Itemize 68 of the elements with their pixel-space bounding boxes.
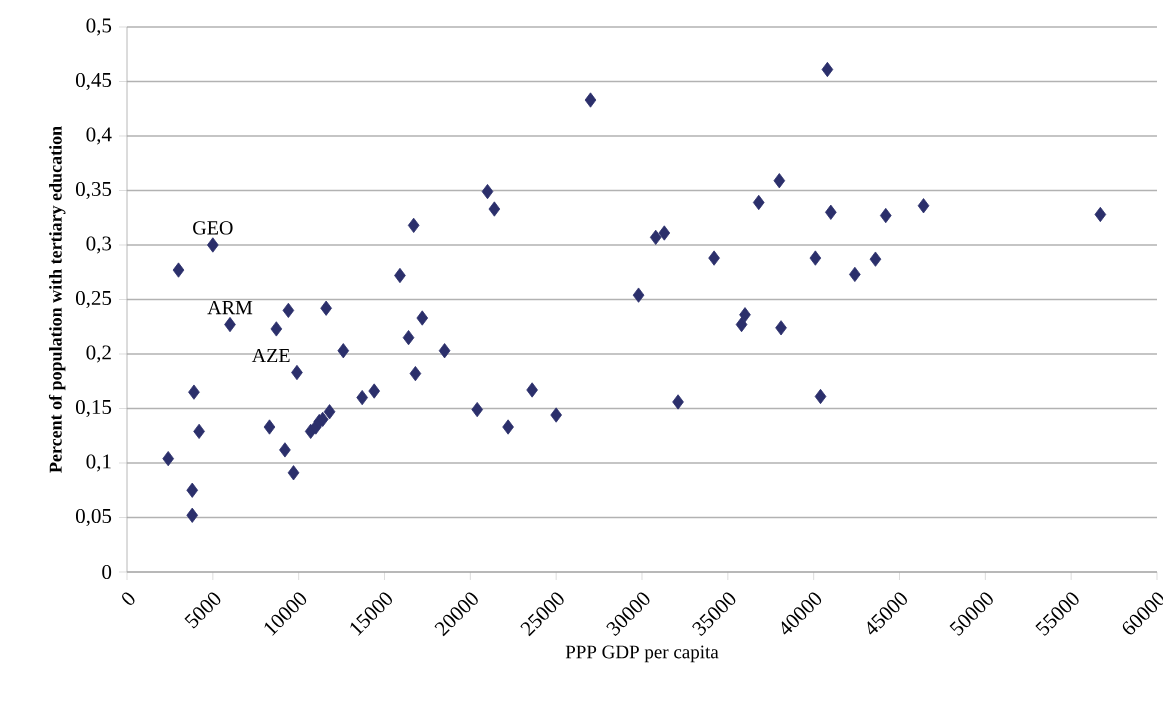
point <box>775 320 787 336</box>
point <box>809 250 822 266</box>
point <box>407 217 420 233</box>
point <box>207 237 219 253</box>
y-axis-title: Percent of population with tertiary education <box>48 126 66 473</box>
point <box>224 316 236 333</box>
point <box>368 383 380 399</box>
point <box>320 300 332 316</box>
point <box>323 404 336 420</box>
point <box>869 251 882 267</box>
point <box>287 465 300 481</box>
point <box>752 194 765 211</box>
y-tick-label: 0,15 <box>75 399 112 418</box>
point <box>821 61 834 78</box>
point <box>282 302 295 318</box>
point <box>739 307 751 323</box>
point <box>471 401 483 418</box>
point <box>337 343 350 359</box>
point <box>291 364 303 381</box>
point <box>814 388 827 405</box>
point <box>186 482 199 498</box>
point <box>394 267 406 284</box>
point <box>584 92 597 108</box>
point <box>162 451 175 467</box>
point <box>263 419 276 435</box>
point <box>917 198 930 214</box>
point <box>402 330 415 346</box>
point <box>279 442 291 458</box>
point <box>188 384 200 400</box>
y-tick-label: 0,4 <box>86 127 112 145</box>
point <box>481 183 494 200</box>
point <box>1094 206 1107 223</box>
y-tick-label: 0,5 <box>86 18 112 36</box>
point <box>773 173 786 189</box>
point <box>409 366 422 382</box>
point <box>416 310 429 326</box>
point <box>879 207 892 224</box>
y-tick-label: 0,05 <box>75 508 112 527</box>
point <box>270 321 283 337</box>
point <box>849 266 861 283</box>
point <box>708 250 720 266</box>
point <box>672 394 684 410</box>
point <box>438 343 451 359</box>
point <box>825 204 837 220</box>
point <box>356 389 368 406</box>
annotation: ARM <box>207 300 253 315</box>
x-axis-title: PPP GDP per capita <box>565 645 719 663</box>
y-tick-label: 0,45 <box>75 72 112 91</box>
point <box>632 287 645 303</box>
point <box>649 229 662 245</box>
point <box>193 423 205 439</box>
annotation: GEO <box>193 221 233 235</box>
point <box>488 201 501 217</box>
point <box>502 419 514 435</box>
point <box>658 225 671 241</box>
y-tick-label: 0,1 <box>86 454 111 472</box>
y-tick-label: 0 <box>102 564 112 580</box>
y-tick-label: 0,35 <box>75 181 112 200</box>
point <box>526 382 538 398</box>
point <box>735 316 748 333</box>
y-tick-label: 0,25 <box>75 290 112 309</box>
annotation: AZE <box>251 348 290 363</box>
point <box>550 407 562 423</box>
point <box>172 262 185 278</box>
y-tick-label: 0,3 <box>86 236 112 254</box>
x-tick-label: 0 <box>122 592 135 605</box>
y-tick-label: 0,2 <box>86 345 111 363</box>
point <box>186 507 199 523</box>
